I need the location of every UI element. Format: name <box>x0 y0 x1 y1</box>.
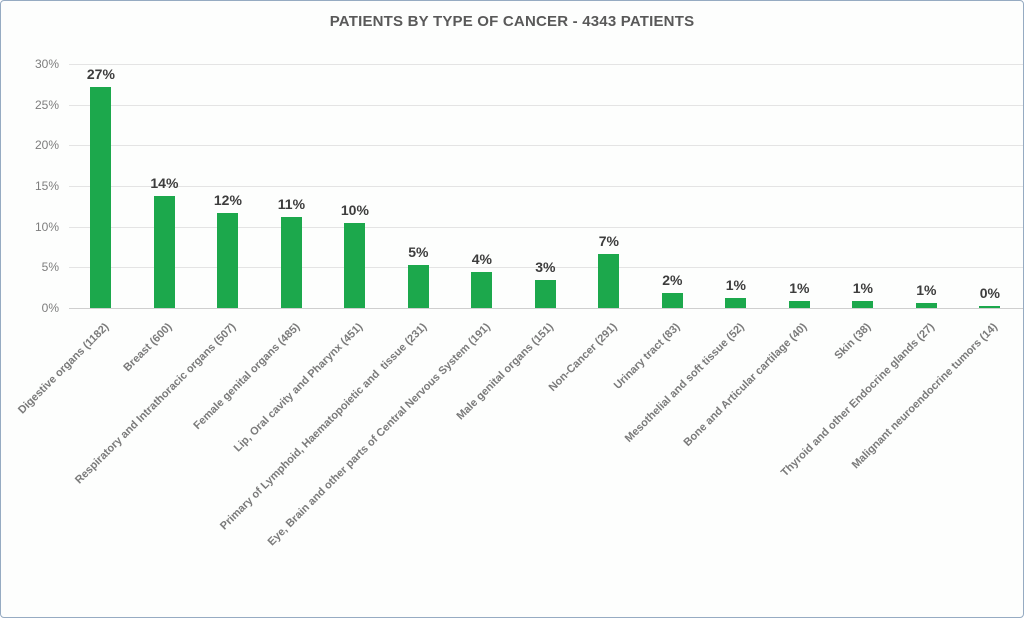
bar <box>217 212 239 308</box>
y-axis-tick-label: 25% <box>34 97 59 112</box>
x-axis-category-label: Lip, Oral cavity and Pharynx (451) <box>231 321 366 455</box>
bar-value-label: 12% <box>213 191 242 208</box>
y-gridline <box>69 267 1023 269</box>
bar-value-label: 1% <box>852 279 873 296</box>
bar <box>534 279 556 308</box>
y-gridline <box>69 226 1023 228</box>
y-gridline <box>69 145 1023 147</box>
bar <box>471 272 493 308</box>
bar <box>598 253 620 308</box>
bar-value-label: 5% <box>408 243 429 260</box>
x-axis-category-label: Mesothelial and soft tissue (52) <box>622 321 747 445</box>
bar <box>788 300 810 308</box>
x-axis-category-label: Skin (38) <box>832 321 874 362</box>
x-axis-category-label: Breast (600) <box>121 321 175 375</box>
y-axis-tick-label: 5% <box>41 260 59 275</box>
y-axis-tick-label: 10% <box>34 219 59 234</box>
bar-value-label: 0% <box>979 284 1000 301</box>
x-axis-category-label: Non-Cancer (291) <box>546 321 620 394</box>
x-axis-category-label: Malignant neuroendocrine tumors (14) <box>850 321 1001 472</box>
bar-value-label: 14% <box>150 174 179 191</box>
x-axis-category-label: Eye, Brain and other parts of Central Ne… <box>265 321 493 549</box>
bar-value-label: 11% <box>277 195 306 212</box>
x-axis-category-label: Digestive organs (1182) <box>16 321 112 417</box>
bar-value-label: 27% <box>86 65 115 82</box>
bar <box>407 264 429 308</box>
bar <box>852 300 874 308</box>
y-axis-tick-label: 15% <box>34 178 59 193</box>
y-axis-tick-label: 0% <box>41 301 59 315</box>
y-gridline <box>69 185 1023 187</box>
y-axis-tick-label: 30% <box>34 56 59 71</box>
x-axis-category-label: Bone and Articular cartilage (40) <box>681 321 810 449</box>
bar-value-label: 1% <box>725 277 746 294</box>
bar-value-label: 1% <box>916 282 937 299</box>
bar <box>915 303 937 308</box>
x-axis-category-label: Urinary tract (83) <box>612 321 683 392</box>
y-gridline <box>69 104 1023 106</box>
bar-value-label: 1% <box>789 279 810 296</box>
bar <box>725 298 747 308</box>
bar <box>153 195 175 308</box>
y-axis-tick-label: 20% <box>34 138 59 153</box>
x-axis-category-label: Female genital organs (485) <box>190 321 302 432</box>
bar-value-label: 7% <box>598 232 619 249</box>
bar <box>344 223 366 308</box>
bar-value-label: 10% <box>340 202 369 219</box>
bar <box>979 305 1001 308</box>
bar-value-label: 4% <box>471 251 492 268</box>
bar <box>90 86 112 308</box>
bar <box>280 216 302 308</box>
chart-title: PATIENTS BY TYPE OF CANCER - 4343 PATIEN… <box>329 13 695 30</box>
bar-value-label: 3% <box>535 258 556 275</box>
bar <box>661 292 683 308</box>
bar-value-label: 2% <box>662 271 683 288</box>
x-axis-baseline <box>69 308 1023 309</box>
y-gridline <box>69 63 1023 65</box>
